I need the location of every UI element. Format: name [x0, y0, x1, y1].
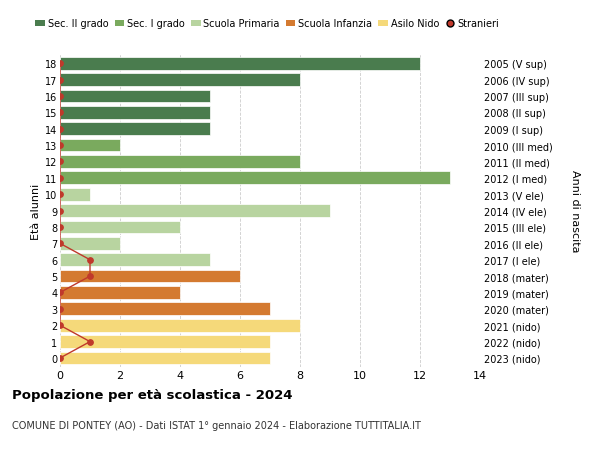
- Bar: [60, 286, 180, 299]
- Bar: [60, 237, 120, 250]
- Point: [55, 224, 65, 231]
- Bar: [60, 319, 300, 332]
- Bar: [60, 74, 300, 87]
- Bar: [60, 140, 120, 152]
- Point: [55, 77, 65, 84]
- Point: [55, 142, 65, 150]
- Point: [55, 191, 65, 198]
- Bar: [60, 189, 90, 201]
- Point: [85, 257, 95, 264]
- Point: [55, 322, 65, 329]
- Y-axis label: Anni di nascita: Anni di nascita: [569, 170, 580, 252]
- Point: [55, 61, 65, 68]
- Point: [55, 93, 65, 101]
- Bar: [60, 58, 420, 70]
- Y-axis label: Età alunni: Età alunni: [31, 183, 41, 239]
- Bar: [60, 221, 180, 234]
- Bar: [60, 156, 300, 168]
- Bar: [60, 336, 270, 348]
- Point: [55, 289, 65, 297]
- Point: [55, 158, 65, 166]
- Text: Popolazione per età scolastica - 2024: Popolazione per età scolastica - 2024: [12, 388, 293, 401]
- Point: [55, 126, 65, 133]
- Point: [55, 240, 65, 247]
- Bar: [60, 254, 210, 267]
- Point: [55, 354, 65, 362]
- Bar: [60, 107, 210, 119]
- Point: [85, 338, 95, 346]
- Bar: [60, 123, 210, 136]
- Point: [55, 306, 65, 313]
- Point: [55, 207, 65, 215]
- Bar: [60, 205, 330, 218]
- Bar: [60, 270, 240, 283]
- Bar: [60, 172, 450, 185]
- Bar: [60, 352, 270, 364]
- Legend: Sec. II grado, Sec. I grado, Scuola Primaria, Scuola Infanzia, Asilo Nido, Stran: Sec. II grado, Sec. I grado, Scuola Prim…: [35, 19, 499, 29]
- Point: [85, 273, 95, 280]
- Bar: [60, 303, 270, 315]
- Text: COMUNE DI PONTEY (AO) - Dati ISTAT 1° gennaio 2024 - Elaborazione TUTTITALIA.IT: COMUNE DI PONTEY (AO) - Dati ISTAT 1° ge…: [12, 420, 421, 430]
- Point: [55, 175, 65, 182]
- Point: [55, 109, 65, 117]
- Bar: [60, 90, 210, 103]
